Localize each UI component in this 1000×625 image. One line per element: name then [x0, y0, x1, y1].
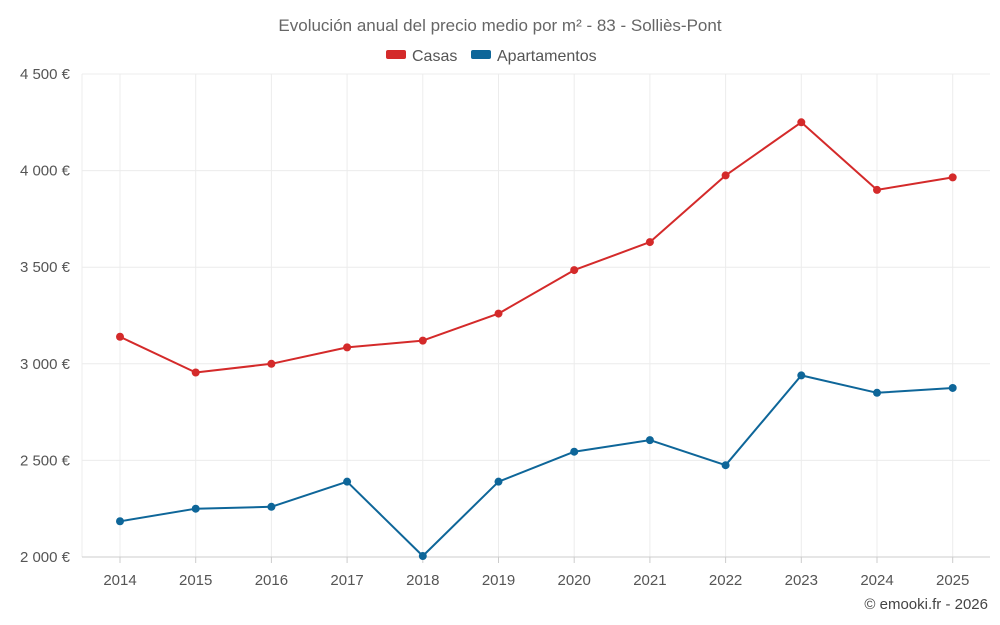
- data-point-apartamentos: [116, 517, 124, 526]
- x-tick-label: 2017: [330, 572, 363, 589]
- x-tick-label: 2021: [633, 572, 666, 589]
- credit-text: © emooki.fr - 2026: [864, 596, 988, 613]
- data-point-apartamentos: [494, 477, 503, 486]
- x-tick-label: 2024: [860, 572, 893, 589]
- data-point-casas: [418, 336, 427, 345]
- y-tick-label: 3 000 €: [20, 356, 71, 373]
- x-tick-label: 2018: [406, 572, 439, 589]
- data-point-apartamentos: [873, 388, 881, 397]
- data-point-apartamentos: [948, 383, 957, 392]
- x-tick-label: 2022: [709, 572, 742, 589]
- y-tick-label: 4 500 €: [20, 66, 71, 83]
- data-point-apartamentos: [343, 477, 352, 486]
- legend-label-casas: Casas: [412, 48, 457, 65]
- x-tick-label: 2023: [785, 572, 818, 589]
- data-point-casas: [267, 359, 276, 368]
- data-point-apartamentos: [267, 502, 276, 511]
- series-line-apartamentos: [119, 374, 953, 557]
- data-point-casas: [343, 343, 352, 352]
- data-point-casas: [645, 238, 654, 247]
- x-tick-label: 2016: [255, 572, 288, 589]
- legend: Casas Apartamentos: [386, 48, 597, 65]
- data-point-casas: [116, 332, 124, 341]
- legend-swatch-casas: [386, 50, 406, 59]
- legend-label-apartamentos: Apartamentos: [497, 48, 597, 65]
- x-tick-label: 2015: [179, 572, 212, 589]
- chart-title: Evolución anual del precio medio por m² …: [278, 16, 721, 35]
- data-point-casas: [494, 309, 503, 318]
- data-point-apartamentos: [191, 504, 200, 513]
- data-point-casas: [570, 266, 579, 275]
- y-tick-label: 4 000 €: [20, 163, 71, 180]
- x-tick-label: 2019: [482, 572, 515, 589]
- data-point-apartamentos: [645, 436, 654, 445]
- y-tick-label: 2 500 €: [20, 452, 71, 469]
- data-point-casas: [191, 368, 200, 377]
- series-layer: [116, 118, 957, 561]
- grid-layer: [81, 73, 990, 558]
- y-tick-label: 3 500 €: [20, 259, 71, 276]
- data-point-casas: [948, 173, 957, 182]
- axis-layer: 2 000 € 2 500 € 3 000 € 3 500 € 4 000 € 4 500…: [20, 66, 990, 589]
- data-point-casas: [721, 171, 730, 180]
- legend-swatch-apartamentos: [471, 50, 491, 59]
- data-point-apartamentos: [418, 552, 427, 561]
- data-point-casas: [873, 185, 881, 194]
- data-point-casas: [797, 118, 806, 127]
- data-point-apartamentos: [797, 371, 806, 380]
- y-tick-label: 2 000 €: [20, 549, 71, 566]
- data-point-apartamentos: [570, 447, 579, 456]
- series-line-casas: [119, 121, 953, 374]
- x-tick-label: 2020: [558, 572, 591, 589]
- data-point-apartamentos: [721, 461, 730, 470]
- x-tick-label: 2014: [103, 572, 136, 589]
- x-tick-label: 2025: [936, 572, 969, 589]
